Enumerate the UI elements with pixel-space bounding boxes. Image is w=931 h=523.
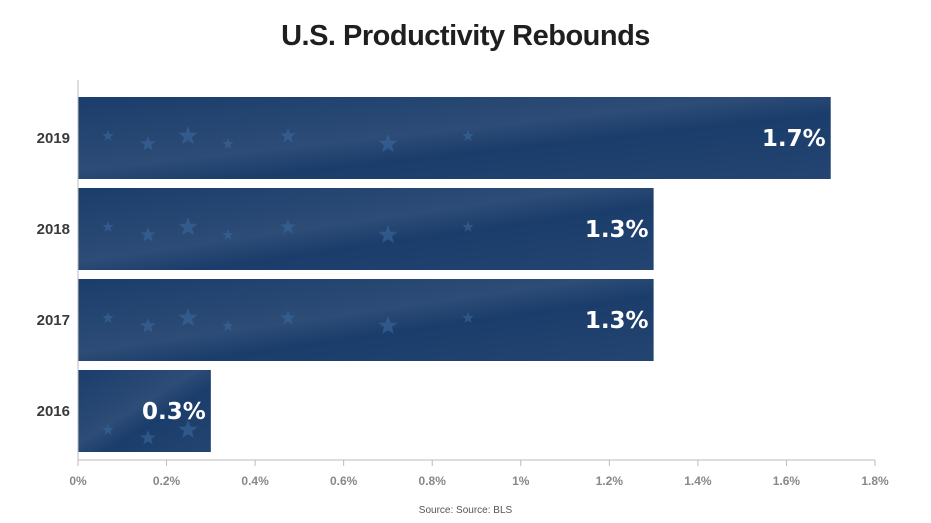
data-label-2017: 1.3% — [585, 308, 649, 334]
data-label-2019: 1.7% — [762, 126, 826, 152]
star-icon — [178, 420, 198, 439]
star-icon — [462, 130, 474, 141]
star-icon — [378, 134, 398, 153]
star-icon — [462, 221, 474, 232]
star-icon — [222, 320, 234, 331]
category-label-2017: 2017 — [37, 312, 70, 329]
star-icon — [222, 229, 234, 240]
data-label-2016: 0.3% — [142, 399, 206, 425]
star-icon — [462, 312, 474, 323]
x-tick-label: 0.6% — [330, 474, 358, 488]
category-label-2018: 2018 — [37, 221, 70, 238]
star-icon — [178, 217, 198, 236]
star-icon — [178, 308, 198, 327]
category-label-2019: 2019 — [37, 130, 70, 147]
source-note: Source: Source: BLS — [418, 505, 513, 516]
star-icon — [140, 430, 156, 445]
star-icon — [102, 312, 114, 323]
star-icon — [140, 136, 156, 151]
star-icon — [102, 130, 114, 141]
x-tick-label: 1% — [512, 474, 530, 488]
bar-texture-2018 — [78, 188, 654, 270]
x-tick-label: 0.8% — [419, 474, 447, 488]
x-tick-label: 0.2% — [153, 474, 181, 488]
star-icon — [140, 318, 156, 333]
data-label-2018: 1.3% — [585, 217, 649, 243]
bar-texture-2017 — [78, 279, 654, 361]
labels-layer: 2019 1.7% 2018 1.3% 2017 1.3% 2016 0.3% — [37, 126, 826, 425]
bars-layer — [78, 97, 831, 452]
star-icon — [178, 126, 198, 145]
star-icon — [378, 316, 398, 335]
star-icon — [280, 219, 296, 234]
x-tick-label: 1.4% — [684, 474, 712, 488]
bar-texture-2019 — [78, 97, 831, 179]
chart-title: U.S. Productivity Rebounds — [281, 20, 650, 52]
star-icon — [378, 225, 398, 244]
x-tick-label: 1.8% — [861, 474, 889, 488]
star-icon — [102, 424, 114, 435]
x-tick-label: 1.6% — [773, 474, 801, 488]
star-icon — [222, 138, 234, 149]
star-icon — [102, 221, 114, 232]
x-tick-label: 0.4% — [241, 474, 269, 488]
category-label-2016: 2016 — [37, 403, 70, 420]
axis-layer: 0% 0.2% 0.4% 0.6% 0.8% 1% 1.2% 1.4% 1.6% 1.8% — [69, 80, 889, 488]
x-tick-label: 0% — [69, 474, 87, 488]
star-icon — [280, 310, 296, 325]
star-icon — [280, 128, 296, 143]
x-tick-label: 1.2% — [596, 474, 624, 488]
star-icon — [140, 227, 156, 242]
